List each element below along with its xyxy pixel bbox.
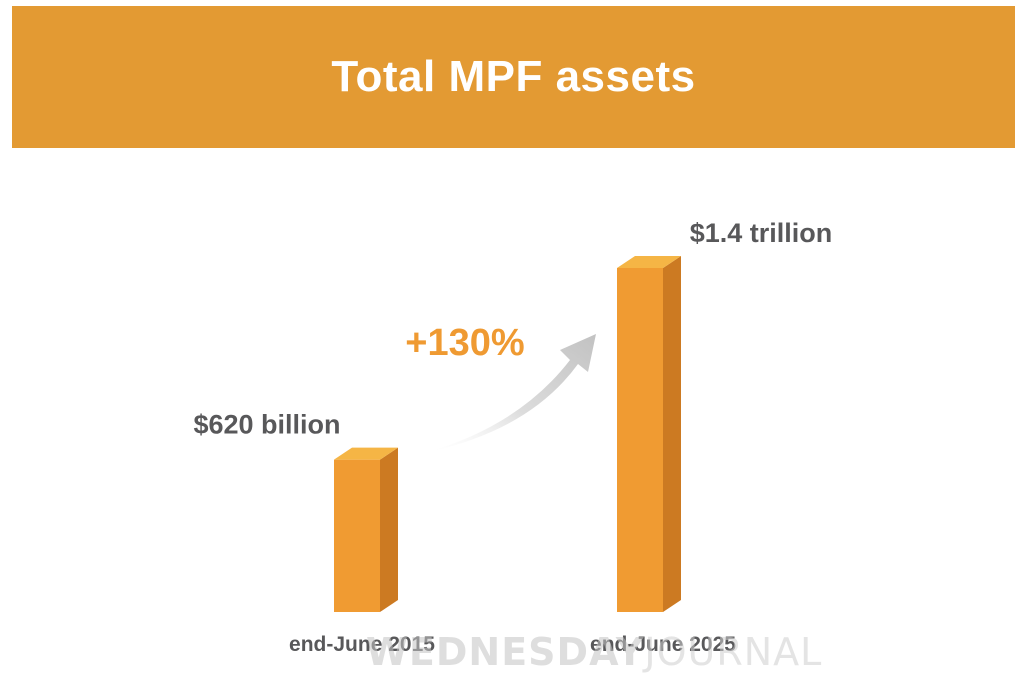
bar-side-face [663,256,681,612]
x-tick-label: end-June 2025 [590,633,736,656]
data-label: $620 billion [193,410,340,440]
bar-front-face [334,459,380,612]
bar-top-face [617,256,681,268]
bar-front-face [617,268,663,612]
bar-1 [334,447,398,612]
chart-title: Total MPF assets [331,52,696,101]
watermark: WEDNESDAYJOURNAL [366,630,822,674]
bar-2 [617,256,681,612]
growth-arrow-icon [428,334,596,452]
title-banner: Total MPF assets [12,6,1015,148]
watermark-part-1: WEDNESDAY [366,630,645,674]
bar-side-face [380,447,398,612]
growth-annotation: +130% [405,322,524,364]
data-label: $1.4 trillion [690,218,833,248]
watermark-part-2: JOURNAL [644,630,823,674]
bar-top-face [334,447,398,460]
x-tick-label: end-June 2015 [289,633,435,656]
